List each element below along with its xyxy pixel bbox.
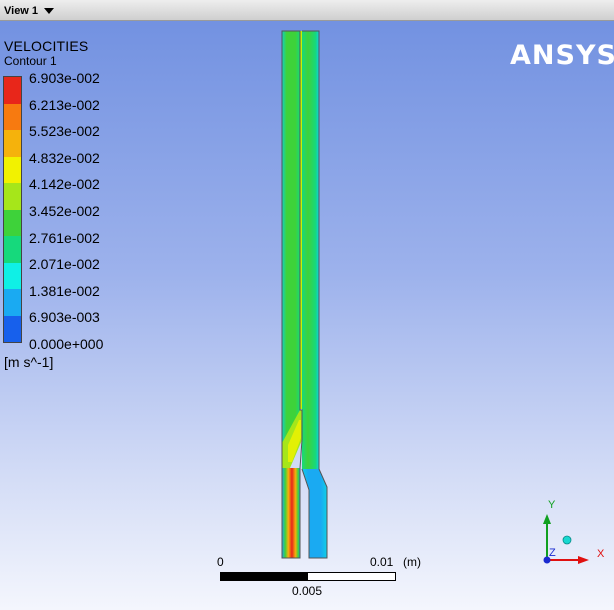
legend-tick-label: 1.381e-002: [29, 282, 100, 299]
view-selector-dropdown[interactable]: View 1: [4, 2, 55, 19]
bend-core: [288, 420, 301, 462]
legend-tick-label: 3.452e-002: [29, 203, 100, 219]
scale-mid-label: 0.005: [292, 584, 323, 598]
legend-tick-label: 4.142e-002: [29, 176, 100, 193]
x-axis-label: X: [597, 548, 605, 560]
right-channel: [302, 31, 319, 469]
view-selector-label: View 1: [4, 4, 39, 17]
legend-tick-label: 6.213e-002: [29, 96, 100, 113]
legend-tick-label: 0.000e+000: [29, 336, 104, 352]
left-channel-upper: [282, 31, 300, 443]
legend-band: [4, 77, 21, 104]
legend-band: [4, 183, 21, 210]
legend-band: [4, 130, 21, 157]
legend-band: [4, 262, 21, 289]
y-axis-arrow-icon: [543, 514, 551, 524]
legend-band: [4, 103, 21, 130]
legend-band: [4, 156, 21, 183]
legend-subtitle: Contour 1: [4, 54, 57, 68]
legend-tick-label: 4.832e-002: [29, 149, 100, 166]
ansys-logo: ANSYS: [510, 40, 614, 71]
left-channel-outline: [281, 30, 303, 559]
isometric-view-ball-icon[interactable]: [562, 535, 572, 545]
legend-tick-label: 5.523e-002: [29, 123, 100, 140]
scale-unit: (m): [403, 555, 421, 569]
legend-band: [4, 289, 21, 316]
legend-tick-label: 6.903e-003: [29, 309, 100, 326]
legend-tick-label: 2.071e-002: [29, 256, 100, 273]
left-channel-lower: [282, 468, 300, 558]
right-channel-outline: [301, 30, 328, 559]
x-axis-arrow-icon: [578, 556, 589, 564]
z-axis-origin-icon: [543, 556, 551, 564]
dropdown-caret-icon: [44, 7, 55, 14]
center-wall: [300, 31, 302, 409]
legend-title: VELOCITIES: [4, 38, 89, 54]
right-branch-lower: [302, 469, 327, 558]
legend-band: [4, 209, 21, 236]
legend-tick-label: 2.761e-002: [29, 229, 100, 246]
y-axis-label: Y: [548, 499, 556, 511]
legend-units: [m s^-1]: [4, 354, 54, 370]
scale-right-label: 0.01: [370, 555, 394, 569]
scale-bar-filled: [221, 573, 308, 580]
legend-colorbar: [3, 76, 22, 343]
legend-tick-label: 6.903e-002: [29, 70, 100, 86]
z-axis-label: Z: [549, 547, 556, 559]
scale-bar: [220, 572, 396, 581]
scale-left-label: 0: [217, 555, 224, 569]
legend-band: [4, 236, 21, 263]
legend-band: [4, 315, 21, 342]
viewport-titlebar: View 1: [0, 0, 614, 21]
